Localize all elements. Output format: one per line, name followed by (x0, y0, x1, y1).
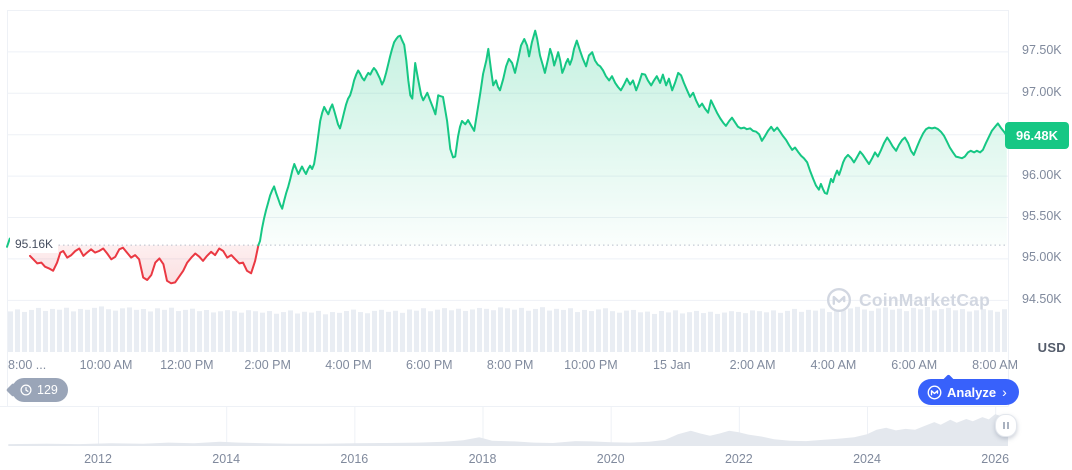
x-axis-label: 10:00 PM (564, 358, 618, 372)
x-axis-label: 8:00 PM (486, 358, 534, 372)
navigator-year-label: 2016 (340, 452, 369, 466)
x-axis-label: 2:00 AM (729, 358, 776, 372)
x-axis-label: 10:00 AM (79, 358, 133, 372)
coinmarketcap-logo-icon (927, 385, 942, 400)
x-axis-label: 6:00 AM (891, 358, 938, 372)
x-axis-label: 8:00 AM (972, 358, 1018, 372)
x-axis-label: 15 Jan (653, 358, 691, 372)
volume-bars (8, 306, 1007, 352)
navigator-year-label: 2012 (84, 452, 112, 466)
navigator-minimap[interactable] (8, 414, 1009, 446)
price-line-above-baseline (257, 29, 1008, 247)
navigator-year-label: 2020 (596, 452, 625, 466)
previous-close-label: 95.16K (10, 234, 59, 253)
current-price-badge: 96.48K (1005, 122, 1069, 150)
x-axis-label: 4:00 AM (810, 358, 857, 372)
navigator-year-label: 2026 (981, 452, 1010, 466)
x-axis-label: 2:00 PM (244, 358, 291, 372)
x-axis-label: 6:00 PM (406, 358, 453, 372)
navigator-handle-icon[interactable] (995, 414, 1017, 437)
analyze-button[interactable]: Analyze › (918, 379, 1019, 405)
currency-label: USD (1037, 340, 1066, 355)
history-count-badge[interactable]: 129 (12, 378, 68, 402)
analyze-label: Analyze (947, 384, 997, 400)
navigator-year-label: 2018 (468, 452, 497, 466)
x-axis-label: 4:00 PM (325, 358, 372, 372)
history-clock-icon (19, 383, 33, 397)
chevron-right-icon: › (1002, 384, 1007, 400)
x-axis-label: 8:00 ... (8, 358, 47, 372)
price-line-below-baseline (29, 244, 260, 285)
left-edge-tick (6, 237, 11, 248)
history-count-value: 129 (37, 383, 58, 397)
x-axis-label: 12:00 PM (160, 358, 214, 372)
navigator-year-label: 2022 (724, 452, 753, 466)
area-below-baseline (30, 245, 259, 284)
navigator-year-label: 2014 (212, 452, 241, 466)
navigator-year-label: 2024 (853, 452, 881, 466)
area-above-baseline (258, 30, 1007, 246)
current-price-value: 96.48K (1016, 128, 1058, 144)
